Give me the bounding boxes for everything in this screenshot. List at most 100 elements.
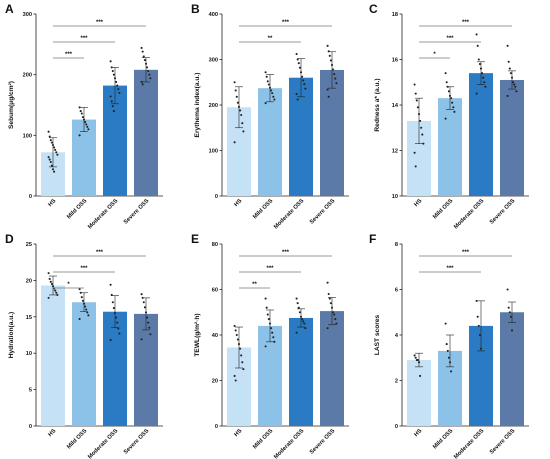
data-point (415, 99, 418, 102)
data-point (81, 299, 84, 302)
y-axis-label: LAST scores (374, 315, 381, 356)
data-point (304, 87, 307, 90)
data-point (239, 347, 242, 350)
data-point (448, 361, 452, 364)
bar-moderate-oss (289, 317, 313, 426)
data-point (53, 146, 56, 149)
y-tick-label: 200 (209, 103, 218, 109)
data-point (302, 79, 305, 82)
data-point (140, 80, 143, 83)
category-label: Severe OSS (489, 198, 517, 226)
y-tick-label: 400 (209, 12, 218, 18)
data-point (272, 336, 275, 339)
data-point (144, 62, 148, 65)
data-point (49, 280, 52, 283)
y-tick-label: 4 (395, 333, 399, 339)
data-point (117, 327, 120, 330)
category-label: HS (233, 428, 243, 438)
panel-letter: C (369, 2, 378, 16)
data-point (335, 82, 338, 85)
data-point (264, 297, 267, 300)
data-point (148, 73, 151, 76)
data-point (326, 281, 329, 284)
data-point (273, 98, 276, 101)
data-point (484, 85, 487, 88)
data-point (141, 296, 144, 299)
data-point (335, 322, 338, 325)
significance-label: *** (80, 36, 88, 42)
data-point (55, 151, 58, 154)
y-tick-label: 40 (212, 333, 218, 339)
data-point (50, 141, 53, 144)
data-point (334, 318, 337, 321)
data-point (234, 89, 237, 92)
data-point (295, 52, 298, 56)
data-point (444, 72, 447, 75)
data-point (147, 69, 150, 73)
data-point (55, 291, 58, 294)
y-tick-label: 20 (212, 379, 218, 385)
y-tick-label: 14 (392, 103, 399, 109)
y-tick-label: 5 (29, 388, 32, 394)
data-point (475, 33, 478, 36)
category-label: Severe OSS (309, 428, 337, 456)
data-point (110, 66, 113, 69)
y-tick-label: 0 (215, 194, 218, 200)
data-point (113, 77, 117, 80)
data-point (240, 354, 243, 357)
data-point (148, 326, 151, 329)
category-label: Severe OSS (489, 428, 517, 456)
data-point (78, 317, 81, 321)
data-point (242, 368, 245, 371)
data-point (48, 135, 51, 138)
panel-d: D Hydration(a.u.) 0 5 10 15 20 25 HS Mild OSSMode… (5, 232, 163, 459)
data-point (84, 120, 87, 124)
category-label: Moderate OSS (453, 428, 485, 459)
data-point (510, 76, 514, 79)
data-point (477, 58, 480, 61)
data-point (110, 293, 113, 297)
data-point (267, 318, 270, 321)
data-point (87, 128, 90, 131)
data-point (81, 116, 84, 119)
data-point (149, 77, 152, 80)
y-tick-label: 300 (23, 12, 32, 18)
y-tick-label: 100 (23, 133, 32, 139)
data-point (444, 322, 447, 325)
data-point (265, 75, 268, 78)
y-tick-label: 0 (29, 194, 32, 200)
data-point (479, 347, 483, 350)
category-label: Moderate OSS (273, 428, 305, 459)
data-point (109, 339, 112, 342)
significance-label: * (67, 282, 70, 288)
y-tick-label: 300 (209, 58, 218, 64)
data-point (330, 306, 334, 309)
data-point (334, 77, 337, 80)
data-point (47, 296, 50, 299)
data-point (80, 296, 83, 299)
data-point (446, 349, 449, 352)
data-point (51, 143, 55, 147)
significance-label: *** (282, 20, 290, 26)
data-point (327, 293, 330, 296)
data-point (509, 315, 512, 318)
data-point (143, 59, 146, 62)
data-point (265, 306, 268, 309)
data-point (515, 90, 518, 93)
data-point (413, 151, 416, 154)
panel-letter: A (5, 2, 14, 16)
data-point (272, 95, 275, 98)
data-point (142, 301, 145, 304)
data-point (147, 321, 150, 324)
y-tick-label: 2 (395, 379, 398, 385)
significance-label: *** (462, 250, 470, 256)
category-label: Moderate OSS (273, 198, 305, 230)
y-tick-label: 12 (392, 149, 398, 155)
data-point (233, 324, 236, 327)
data-point (140, 293, 143, 296)
data-point (417, 113, 421, 116)
data-point (236, 338, 239, 341)
data-point (509, 72, 512, 75)
category-label: Moderate OSS (453, 198, 485, 230)
